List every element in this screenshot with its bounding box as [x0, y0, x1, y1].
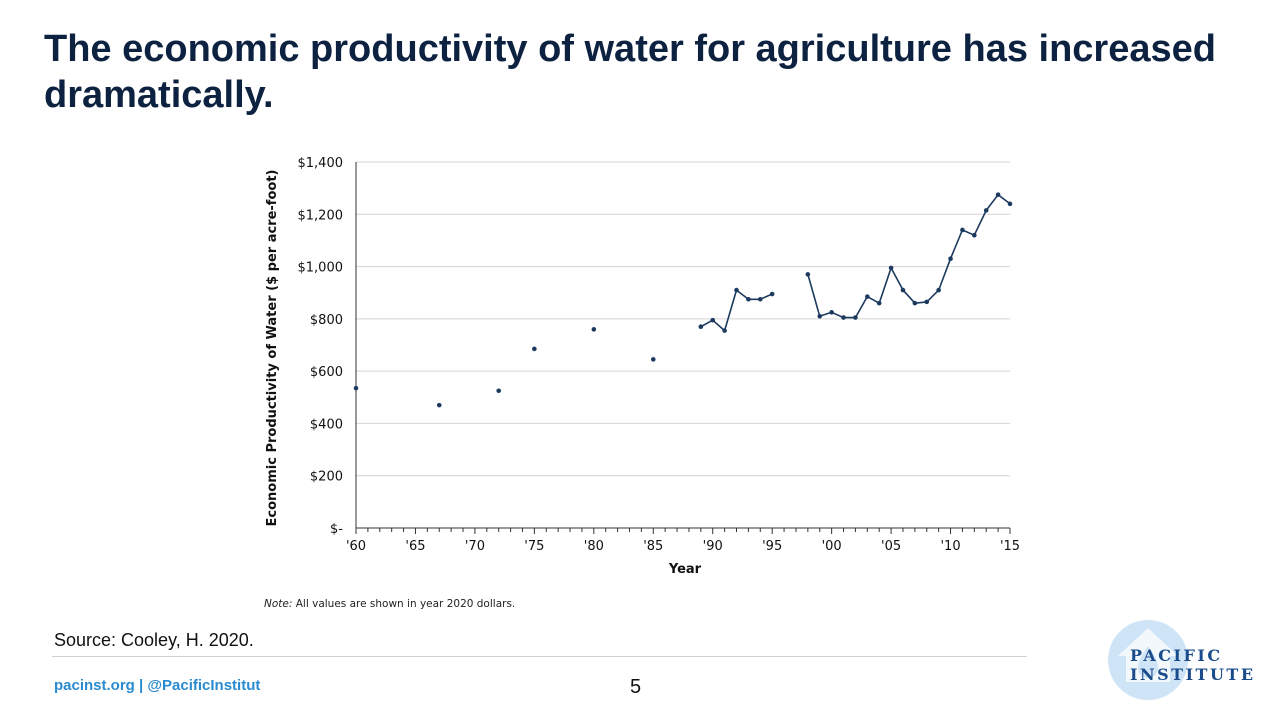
chart-note-prefix: Note: [264, 598, 292, 610]
source-citation: Source: Cooley, H. 2020. [54, 630, 254, 650]
data-point-1972 [496, 388, 501, 394]
x-tick-label-2005: '05 [881, 539, 901, 554]
data-point-1967 [436, 402, 442, 408]
y-tick-labels: $- $200 $400 $600 $800 $1,000 $1,200 $1,400 [298, 156, 344, 537]
x-tick-label-2010: '10 [940, 539, 960, 554]
x-tick-label-2000: '00 [822, 539, 842, 554]
axes [355, 162, 1011, 534]
data-point-2007 [912, 300, 918, 306]
x-axis-title: Year [668, 562, 702, 577]
series-line-segment-1 [700, 289, 773, 332]
data-point-1998 [805, 272, 811, 277]
data-point-2008 [924, 299, 930, 305]
x-tick-label-1980: '80 [584, 539, 604, 554]
x-tick-labels: '60 '65 '70 '75 '80 '85 '90 '95 '00 '05 '10 '15 [346, 539, 1020, 554]
series-line-segment-2 [807, 193, 1011, 319]
data-point-1994 [757, 296, 763, 302]
x-tick-label-1985: '85 [643, 539, 663, 554]
gridlines [356, 161, 1010, 477]
data-point-2012 [972, 232, 977, 238]
data-point-1999 [817, 313, 823, 319]
x-tick-label-1960: '60 [346, 539, 366, 554]
footer-website-link[interactable]: pacinst.org | @PacificInstitut [54, 677, 261, 694]
logo-line-1: PACIFIC [1130, 646, 1223, 665]
x-tick-label-1990: '90 [703, 539, 723, 554]
logo-line-2: INSTITUTE [1130, 665, 1256, 684]
slide-title: The economic productivity of water for a… [44, 28, 1216, 116]
data-point-2014 [995, 192, 1001, 197]
data-point-2002 [853, 315, 858, 320]
water-drop-house-icon [1108, 620, 1188, 700]
data-series [353, 192, 1013, 408]
data-point-2011 [960, 227, 965, 233]
data-point-1975 [532, 346, 537, 352]
data-point-1995 [769, 291, 775, 297]
page-number: 5 [630, 676, 642, 698]
data-point-2001 [841, 315, 846, 320]
data-point-1990 [710, 317, 716, 323]
y-tick-label-800: $800 [310, 313, 343, 328]
y-axis-title: Economic Productivity of Water ($ per ac… [265, 170, 280, 527]
footer-divider [52, 656, 1027, 657]
y-tick-label-0: $- [330, 522, 343, 537]
y-tick-label-400: $400 [310, 417, 343, 432]
chart-note-text: All values are shown in year 2020 dollar… [292, 598, 515, 610]
data-point-1989 [698, 324, 704, 330]
x-tick-label-1965: '65 [405, 539, 425, 554]
logo-wordmark: PACIFIC INSTITUTE [1130, 646, 1256, 684]
y-tick-label-1000: $1,000 [298, 261, 344, 276]
x-tick-label-1995: '95 [762, 539, 782, 554]
data-point-2013 [983, 208, 989, 213]
y-tick-label-600: $600 [310, 365, 343, 380]
data-point-2010 [948, 256, 953, 262]
y-tick-label-1200: $1,200 [298, 208, 344, 223]
chart-note: Note: All values are shown in year 2020 … [264, 598, 515, 610]
data-point-2006 [900, 287, 906, 293]
data-point-2005 [888, 265, 894, 271]
y-tick-label-200: $200 [310, 470, 343, 485]
x-tick-label-2015: '15 [1000, 539, 1020, 554]
data-point-2003 [865, 294, 870, 299]
data-point-2015 [1007, 201, 1013, 207]
data-point-1985 [650, 357, 656, 362]
y-tick-label-1400: $1,400 [298, 156, 344, 171]
x-tick-label-1975: '75 [524, 539, 544, 554]
data-point-1991 [722, 328, 727, 333]
x-tick-label-1970: '70 [465, 539, 485, 554]
data-point-1992 [734, 287, 739, 293]
data-point-2000 [829, 310, 834, 315]
data-point-1960 [353, 385, 359, 391]
data-point-2004 [876, 300, 882, 306]
data-point-1980 [591, 327, 597, 332]
data-point-1993 [746, 296, 751, 302]
data-point-2009 [936, 287, 941, 293]
